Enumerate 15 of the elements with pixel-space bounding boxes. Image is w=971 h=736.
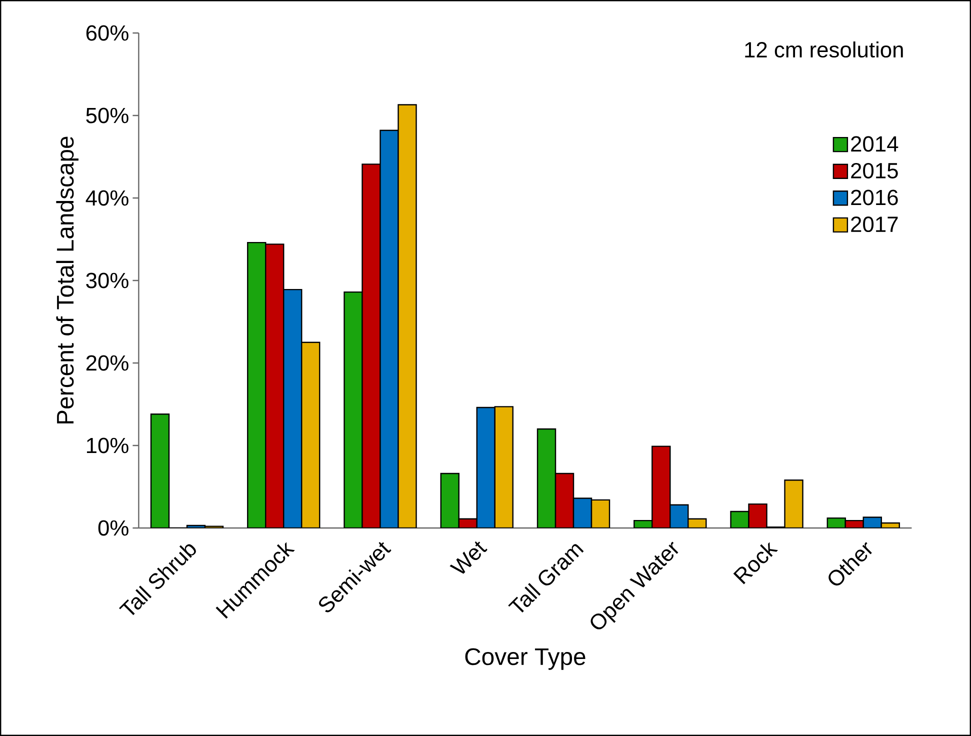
y-axis-title: Percent of Total Landscape: [56, 136, 78, 424]
legend-label: 2015: [851, 162, 898, 178]
y-tick-label: 10%: [86, 438, 128, 454]
legend-label: 2016: [851, 190, 898, 206]
legend-label: 2017: [851, 216, 898, 232]
y-tick-label: 20%: [86, 355, 128, 371]
x-tick-label: Wet: [450, 541, 488, 574]
y-tick-label: 50%: [86, 108, 128, 124]
legend-label: 2014: [851, 136, 898, 152]
y-tick-label: 0%: [98, 520, 128, 536]
y-tick-label: 40%: [86, 190, 128, 206]
x-axis-title: Cover Type: [465, 648, 586, 670]
y-tick-label: 30%: [86, 272, 128, 288]
y-tick-label: 60%: [86, 25, 128, 41]
annotation: 12 cm resolution: [745, 41, 903, 58]
